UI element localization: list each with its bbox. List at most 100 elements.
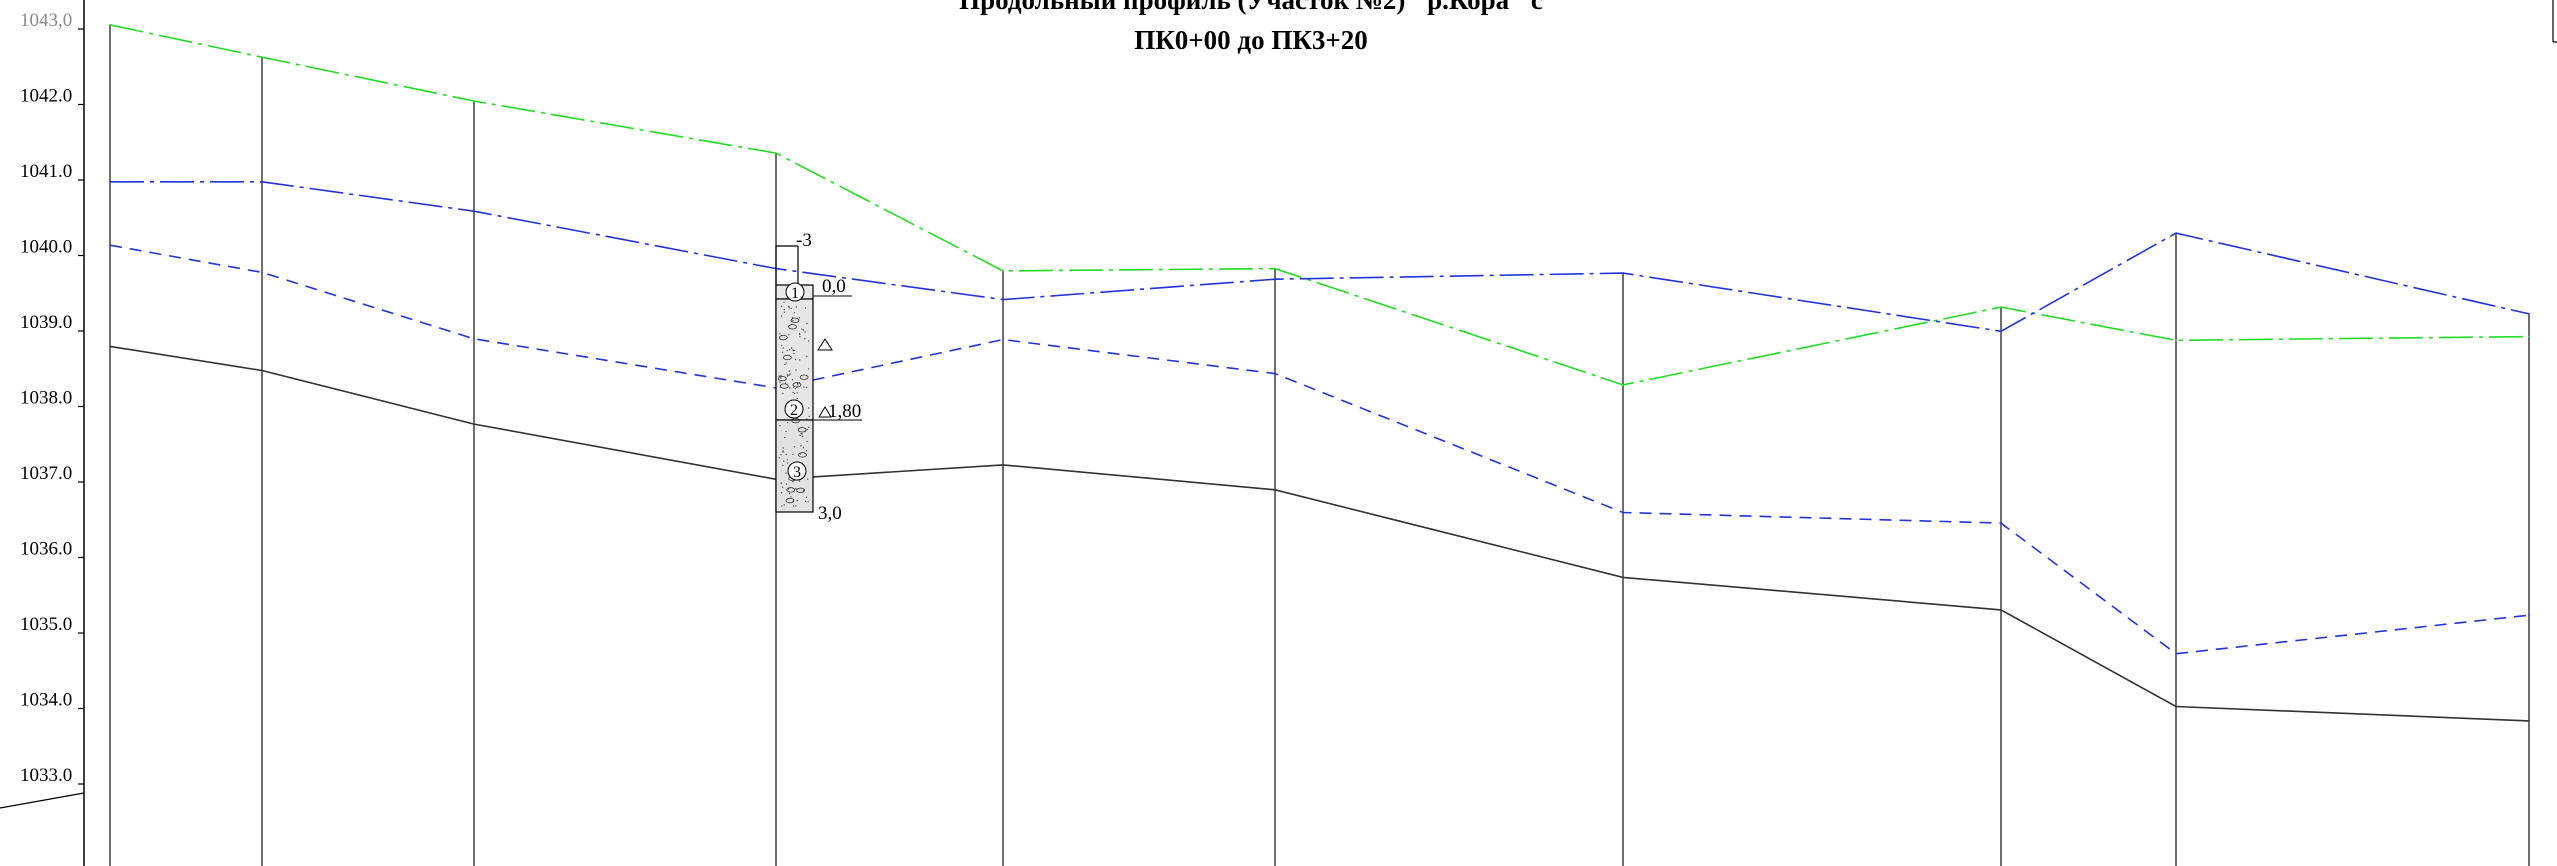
borehole-hatching: [777, 301, 810, 507]
hatch-dot: [804, 307, 807, 309]
hatch-dot: [780, 482, 783, 485]
profile-point: [2528, 335, 2530, 338]
hatch-dot: [805, 450, 808, 452]
profile-point: [1002, 298, 1004, 301]
profile-point: [2175, 652, 2177, 655]
hatch-pebble: [790, 317, 800, 323]
hatch-dot: [783, 460, 785, 462]
hatch-dot: [782, 392, 784, 395]
borehole-layer-1-number: 1: [791, 285, 799, 302]
profile-point: [261, 181, 263, 183]
profile-point: [109, 24, 111, 26]
hatch-pebble: [777, 375, 787, 382]
hatch-dot: [799, 434, 801, 436]
hatch-dot: [784, 436, 786, 439]
borehole-depth-bottom: 3,0: [818, 503, 842, 524]
profile-point: [1274, 267, 1276, 270]
hatch-dot: [796, 397, 798, 400]
hatch-dot: [806, 440, 808, 443]
hatch-dot: [804, 500, 807, 503]
profile-title-line1: Продольный профиль (Участок №2) "р.Кора"…: [959, 0, 1543, 15]
hatch-dot: [781, 344, 783, 347]
hatch-dot: [803, 386, 805, 388]
hatch-dot: [796, 500, 798, 502]
water-level-triangle-icon: [818, 406, 832, 418]
elevation-tick-label: 1039.0: [20, 312, 72, 333]
profile-point: [2528, 614, 2530, 616]
hatch-dot: [790, 307, 792, 310]
hatch-dot: [808, 407, 810, 409]
hatch-dot: [779, 333, 781, 335]
profile-point: [2175, 705, 2177, 708]
profile-series-line-1: [109, 24, 2530, 386]
profile-point: [473, 423, 475, 425]
hatch-dot: [793, 352, 795, 355]
hatch-dot: [805, 386, 808, 389]
hatch-dot: [795, 306, 797, 308]
hatch-dot: [788, 334, 790, 336]
borehole-layer-2-box: [775, 298, 814, 421]
hatch-dot: [802, 447, 805, 449]
hatch-dot: [795, 505, 797, 507]
profile-point: [1002, 270, 1004, 272]
hatch-dot: [786, 421, 789, 424]
hatch-dot: [779, 425, 781, 427]
elevation-tick-label: 1038.0: [20, 388, 72, 409]
hatch-dot: [783, 309, 785, 311]
hatch-dot: [780, 305, 783, 307]
profile-series-line-2: [110, 181, 2530, 333]
elevation-tick-label: 1041.0: [20, 161, 72, 182]
hatch-dot: [789, 373, 791, 375]
hatch-dot: [807, 368, 810, 370]
hatch-dot: [781, 351, 784, 353]
hatch-dot: [804, 331, 806, 333]
hatch-pebble: [798, 452, 807, 458]
hatch-dot: [792, 505, 795, 507]
hatch-dot: [804, 338, 806, 340]
station-lines: [109, 24, 2530, 866]
borehole-layer-2-number: 2: [790, 402, 798, 419]
profile-point: [1002, 464, 1004, 466]
profile-point: [2528, 313, 2530, 315]
hatch-dot: [801, 328, 803, 330]
hatch-dot: [786, 373, 789, 376]
hatch-dot: [799, 359, 801, 361]
profile-point: [2528, 720, 2530, 722]
hatch-dot: [788, 370, 790, 372]
hatch-dot: [785, 430, 787, 433]
hatch-dot: [799, 336, 801, 338]
hatch-dot: [782, 486, 784, 488]
hatch-dot: [788, 307, 790, 309]
hatch-dot: [780, 454, 782, 456]
hatch-dot: [787, 462, 789, 464]
axis-corner-diagonal: [0, 792, 85, 809]
hatch-dot: [794, 358, 797, 361]
profile-point: [1622, 272, 1624, 274]
hatch-dot: [802, 489, 805, 492]
hatch-dot: [807, 478, 809, 480]
hatch-pebble: [791, 417, 800, 424]
hatch-dot: [781, 505, 783, 507]
hatch-dot: [808, 426, 810, 429]
hatch-dot: [786, 375, 788, 377]
hatch-dot: [800, 433, 802, 435]
hatch-pebble: [796, 487, 805, 493]
hatch-dot: [782, 347, 784, 349]
hatch-dot: [788, 374, 790, 377]
hatch-dot: [806, 355, 808, 358]
profile-title-line2: ПК0+00 до ПК3+20: [1134, 25, 1368, 55]
profile-point: [473, 210, 475, 212]
profile-series: [109, 24, 2530, 722]
elevation-tick-label: 1036.0: [20, 539, 72, 560]
profile-point: [261, 369, 263, 372]
profile-point: [109, 181, 111, 183]
elevation-tick-label: 1037.0: [20, 463, 72, 484]
profile-point: [1622, 576, 1624, 579]
hatch-dot: [808, 415, 810, 417]
elevation-tick-label: 1042.0: [20, 86, 72, 107]
hatch-dot: [782, 450, 784, 452]
hatch-dot: [801, 435, 804, 438]
hatch-dot: [792, 391, 794, 394]
hatch-dot: [806, 418, 808, 420]
